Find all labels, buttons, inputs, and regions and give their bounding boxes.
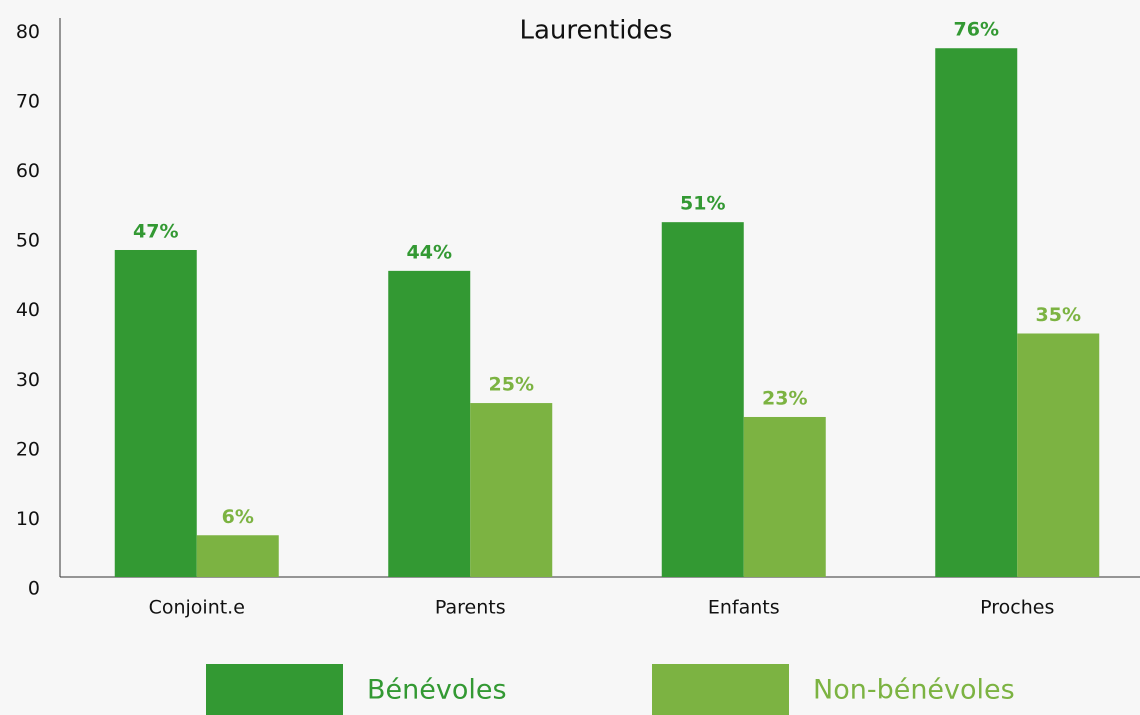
bar [196, 535, 279, 577]
y-tick-label: 70 [16, 90, 40, 112]
bar [114, 249, 197, 577]
bar [661, 222, 744, 578]
y-tick-label: 20 [16, 438, 40, 460]
y-tick-label: 50 [16, 230, 40, 252]
value-label: 76% [954, 19, 999, 41]
x-tick-label: Enfants [708, 597, 780, 619]
y-tick-label: 40 [16, 299, 40, 321]
legend-swatch [206, 664, 343, 715]
y-tick-label: 30 [16, 369, 40, 391]
bar [935, 48, 1018, 578]
x-tick-label: Proches [980, 597, 1054, 619]
legend-swatch [652, 664, 789, 715]
bar [743, 416, 826, 577]
x-tick-label: Parents [435, 597, 506, 619]
value-label: 51% [680, 193, 725, 215]
value-label: 35% [1036, 304, 1081, 326]
value-label: 23% [762, 387, 807, 409]
y-tick-label: 60 [16, 160, 40, 182]
chart-title: Laurentides [520, 16, 673, 46]
bar [388, 270, 471, 577]
legend-label: Bénévoles [367, 675, 507, 706]
bar [470, 403, 553, 577]
y-tick-label: 80 [16, 21, 40, 43]
x-tick-label: Conjoint.e [149, 597, 245, 619]
value-label: 47% [133, 220, 178, 242]
value-label: 44% [407, 241, 452, 263]
legend-label: Non-bénévoles [813, 675, 1015, 706]
value-label: 25% [489, 374, 534, 396]
value-label: 6% [222, 506, 254, 528]
y-tick-label: 0 [28, 578, 40, 600]
y-tick-label: 10 [16, 508, 40, 530]
bar [1017, 333, 1100, 577]
